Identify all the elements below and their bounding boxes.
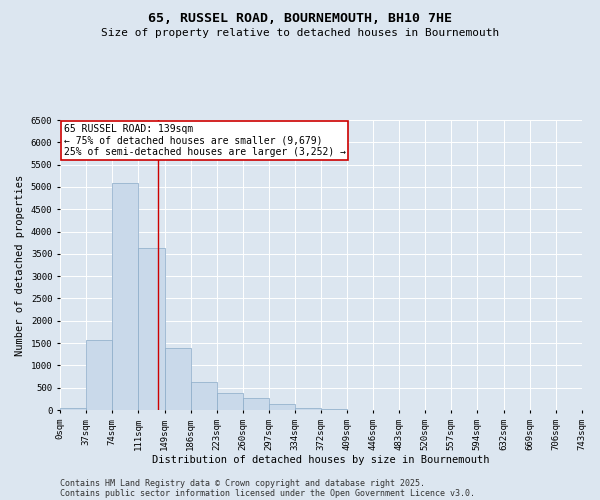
Text: Contains public sector information licensed under the Open Government Licence v3: Contains public sector information licen… [60,488,475,498]
Bar [217,392,242,410]
Bar [60,408,86,410]
Text: 65, RUSSEL ROAD, BOURNEMOUTH, BH10 7HE: 65, RUSSEL ROAD, BOURNEMOUTH, BH10 7HE [148,12,452,26]
Bar [269,404,295,410]
Bar [164,348,191,410]
Bar [322,409,347,410]
Text: 65 RUSSEL ROAD: 139sqm
← 75% of detached houses are smaller (9,679)
25% of semi-: 65 RUSSEL ROAD: 139sqm ← 75% of detached… [64,124,346,157]
Bar [112,183,138,410]
Bar [191,382,217,410]
Text: Contains HM Land Registry data © Crown copyright and database right 2025.: Contains HM Land Registry data © Crown c… [60,478,425,488]
Bar [86,340,112,410]
Bar [138,248,164,410]
Bar [295,408,322,410]
Text: Size of property relative to detached houses in Bournemouth: Size of property relative to detached ho… [101,28,499,38]
Y-axis label: Number of detached properties: Number of detached properties [16,174,25,356]
X-axis label: Distribution of detached houses by size in Bournemouth: Distribution of detached houses by size … [152,456,490,466]
Bar [242,398,269,410]
